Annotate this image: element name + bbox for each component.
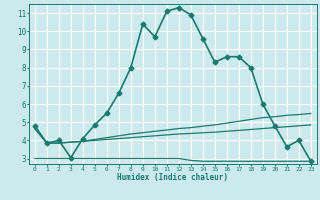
X-axis label: Humidex (Indice chaleur): Humidex (Indice chaleur) bbox=[117, 173, 228, 182]
